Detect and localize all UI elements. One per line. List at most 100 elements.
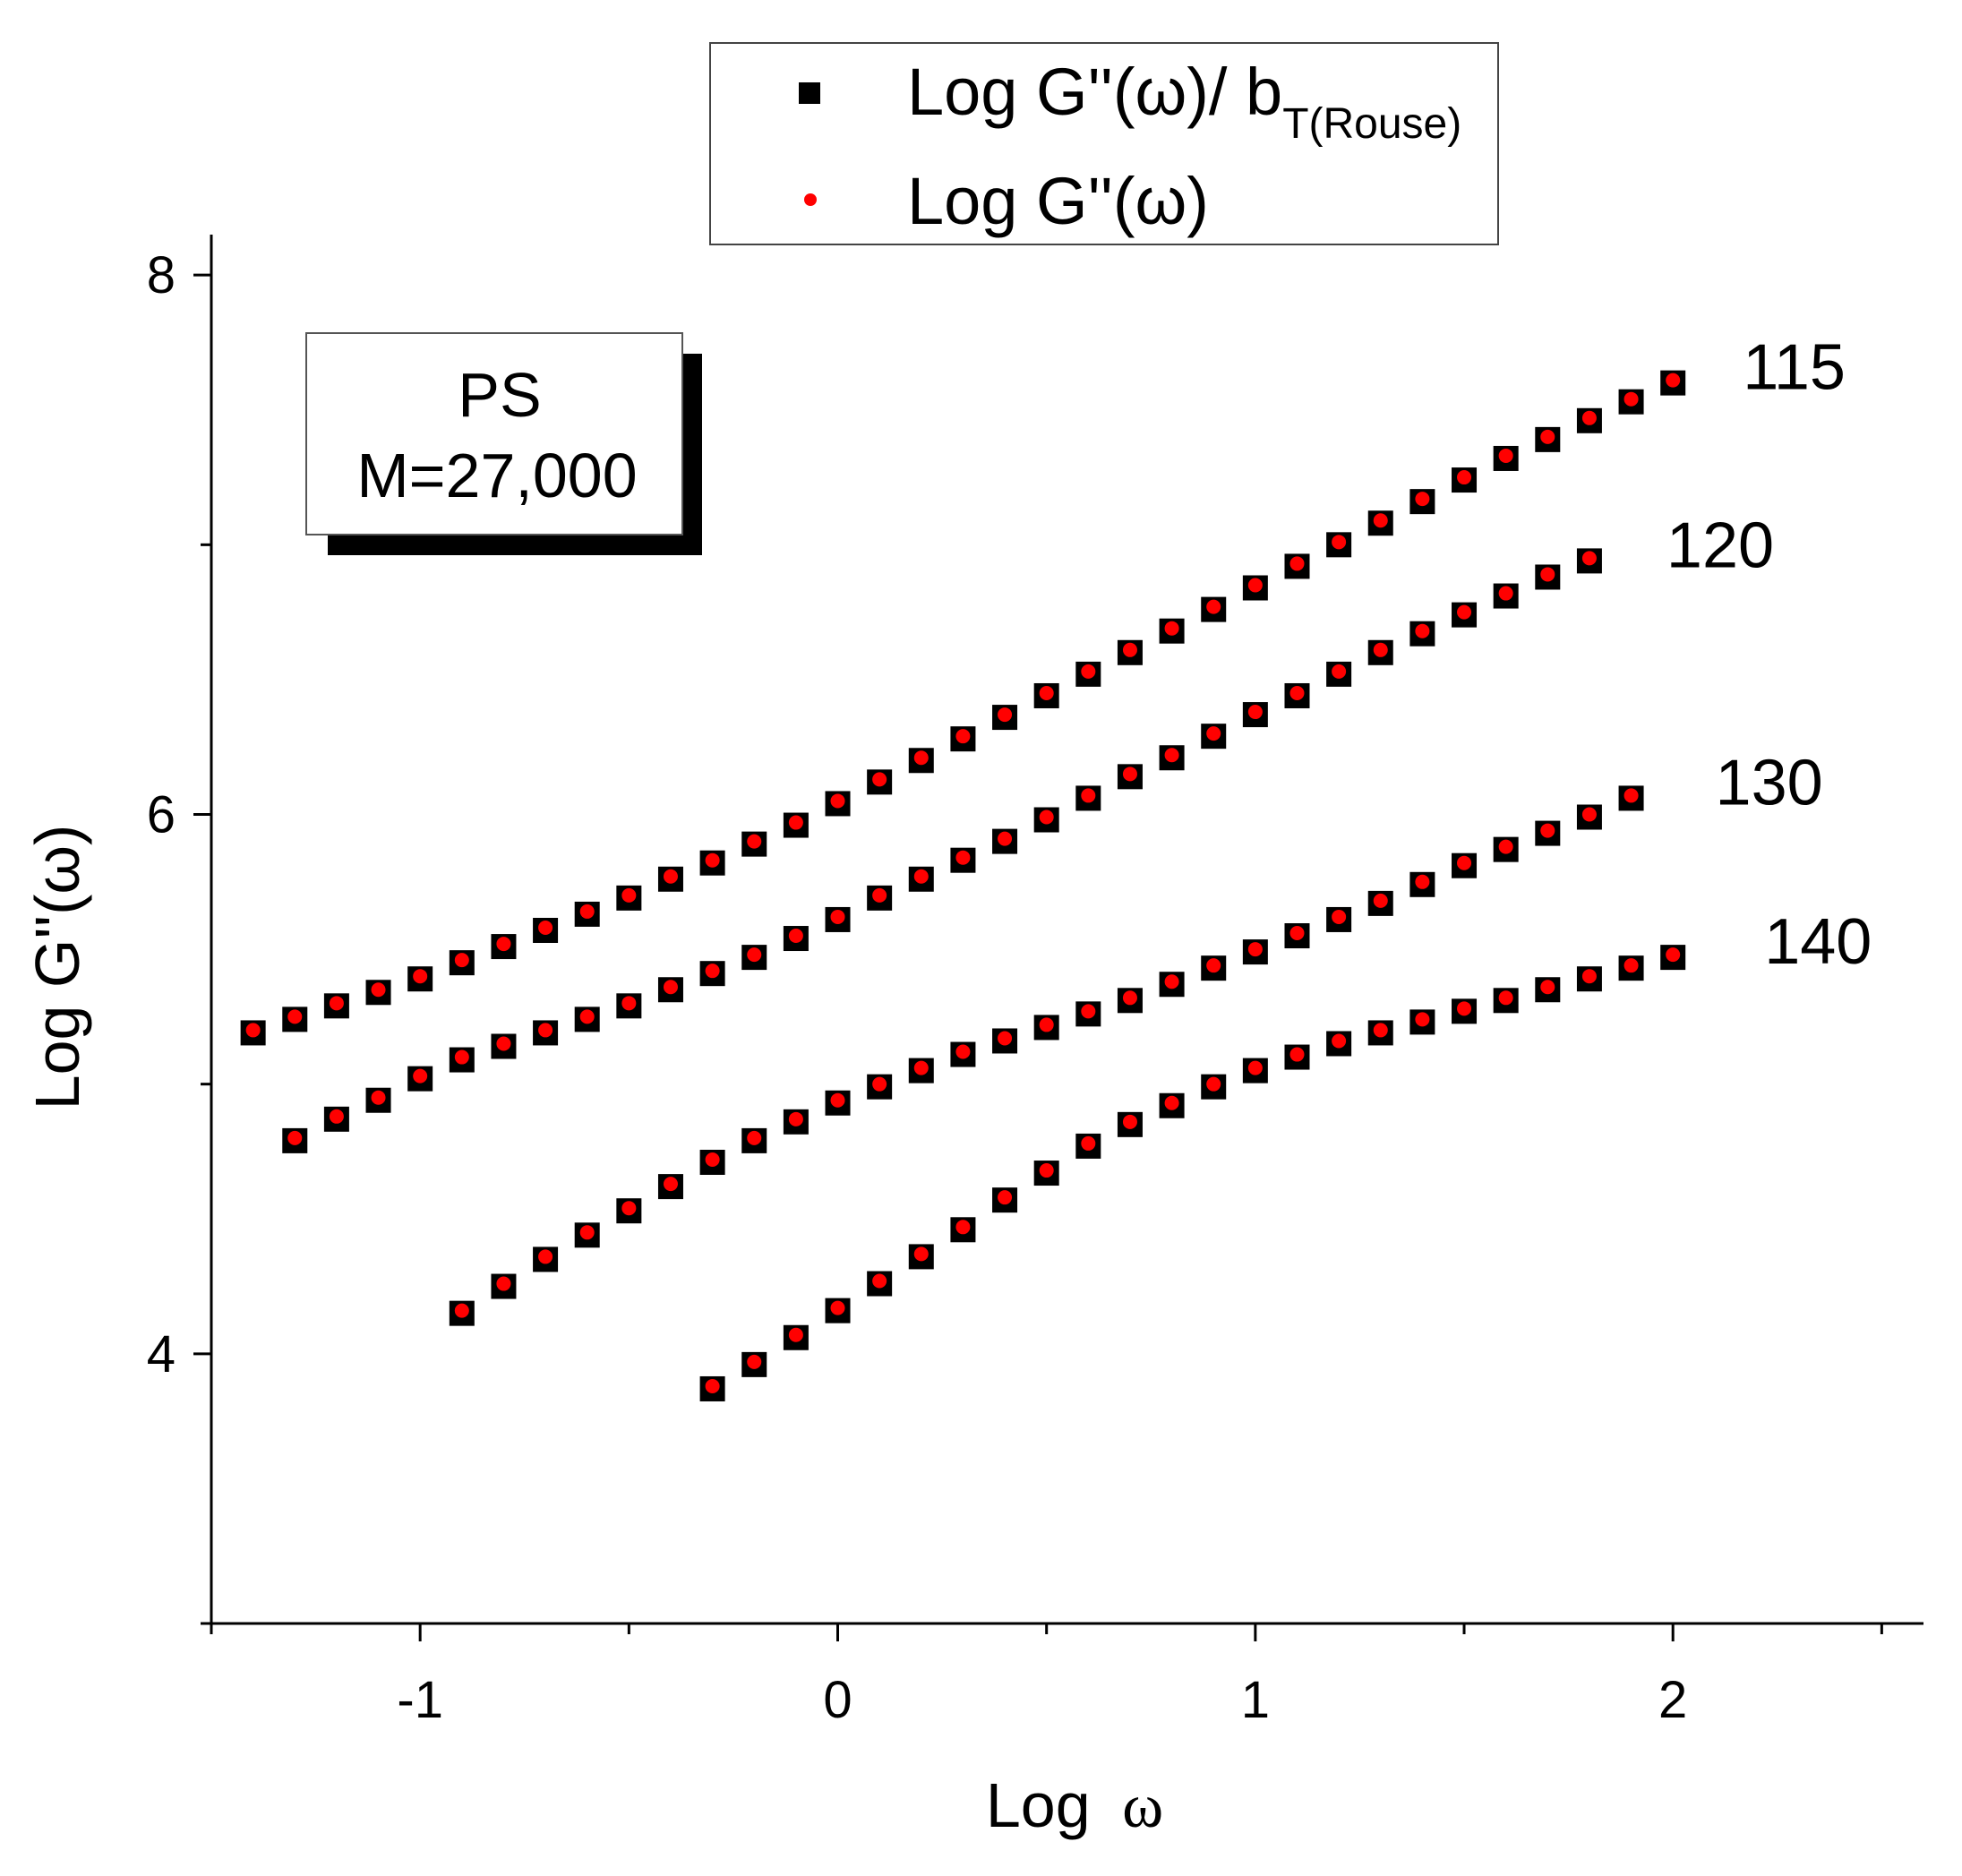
marker-dot: [1247, 1060, 1263, 1075]
marker-dot: [872, 1076, 887, 1092]
x-tick-label: 0: [823, 1671, 852, 1729]
marker-dot: [287, 1130, 303, 1145]
marker-dot: [371, 982, 386, 998]
marker-dot: [705, 1152, 720, 1167]
y-tick-label: 4: [147, 1325, 176, 1383]
marker-dot: [1289, 685, 1305, 700]
legend-marker-dot: [804, 193, 817, 206]
marker-dot: [1122, 642, 1137, 657]
marker-dot: [1122, 990, 1137, 1006]
series-labels: 115 120 130 140: [1666, 332, 1872, 978]
marker-dot: [747, 1354, 762, 1369]
marker-dot: [1373, 1023, 1388, 1038]
series-140: [699, 945, 1686, 1401]
marker-dot: [329, 1109, 344, 1124]
marker-dot: [1289, 1047, 1305, 1062]
marker-dot: [1373, 513, 1388, 528]
marker-dot: [1164, 974, 1179, 989]
marker-dot: [998, 1190, 1013, 1205]
marker-dot: [538, 1023, 553, 1038]
marker-dot: [1457, 604, 1472, 620]
marker-dot: [663, 980, 678, 995]
marker-dot: [1164, 748, 1179, 763]
marker-dot: [1666, 947, 1681, 963]
marker-dot: [705, 852, 720, 868]
marker-dot: [1581, 969, 1597, 984]
marker-dot: [1081, 1135, 1096, 1151]
x-tick-label: 2: [1658, 1671, 1687, 1729]
y-axis-label: Log G''(ω): [22, 825, 92, 1110]
marker-dot: [830, 1092, 845, 1108]
marker-dot: [371, 1090, 386, 1105]
marker-dot: [1415, 623, 1430, 638]
marker-dot: [1624, 391, 1639, 407]
marker-dot: [913, 1246, 929, 1262]
marker-dot: [1039, 1017, 1054, 1032]
marker-dot: [913, 750, 929, 766]
data-points: [240, 370, 1686, 1401]
marker-dot: [955, 1220, 971, 1235]
marker-dot: [913, 1060, 929, 1075]
marker-dot: [496, 1276, 511, 1291]
legend-entry-1: Log G''(ω)/ bT(Rouse): [907, 55, 1461, 148]
marker-dot: [413, 1068, 428, 1084]
marker-dot: [1581, 410, 1597, 425]
marker-dot: [1373, 642, 1388, 657]
marker-dot: [955, 729, 971, 744]
marker-dot: [788, 815, 803, 830]
marker-dot: [1498, 586, 1513, 601]
marker-dot: [1081, 788, 1096, 803]
legend: Log G''(ω)/ bT(Rouse) Log G''(ω): [709, 42, 1499, 245]
marker-dot: [1373, 893, 1388, 908]
marker-dot: [1039, 1163, 1054, 1178]
marker-dot: [1332, 909, 1347, 924]
marker-dot: [830, 793, 845, 809]
marker-dot: [872, 772, 887, 787]
marker-dot: [621, 887, 637, 903]
marker-dot: [1457, 1001, 1472, 1016]
marker-dot: [1498, 839, 1513, 854]
marker-dot: [329, 996, 344, 1011]
marker-dot: [621, 996, 637, 1011]
marker-dot: [1540, 429, 1555, 444]
marker-dot: [788, 1111, 803, 1126]
legend-entry-1-text: Log G''(ω)/ b: [907, 55, 1282, 129]
marker-dot: [454, 1049, 469, 1065]
marker-dot: [663, 869, 678, 884]
x-tick-label: -1: [397, 1671, 443, 1729]
marker-dot: [1581, 807, 1597, 822]
marker-dot: [1122, 1114, 1137, 1129]
series-130: [449, 785, 1644, 1326]
annotation-line1: PS: [458, 360, 541, 430]
marker-dot: [1247, 942, 1263, 957]
marker-dot: [1206, 726, 1221, 741]
marker-dot: [705, 1378, 720, 1393]
legend-frame: [709, 42, 1499, 245]
marker-dot: [1540, 567, 1555, 582]
marker-dot: [1498, 990, 1513, 1006]
marker-dot: [872, 887, 887, 903]
series-label-140: 140: [1764, 906, 1872, 978]
marker-dot: [998, 1031, 1013, 1046]
marker-dot: [747, 1130, 762, 1145]
marker-dot: [1289, 926, 1305, 941]
marker-dot: [1415, 1012, 1430, 1027]
marker-dot: [1081, 1004, 1096, 1019]
x-tick-label: 1: [1241, 1671, 1270, 1729]
marker-dot: [1164, 621, 1179, 636]
x-axis-label: Log ω: [986, 1770, 1163, 1841]
x-axis-label-symbol: ω: [1122, 1772, 1163, 1841]
marker-dot: [1624, 788, 1639, 803]
marker-dot: [454, 953, 469, 968]
marker-dot: [454, 1303, 469, 1318]
marker-dot: [1540, 823, 1555, 838]
marker-dot: [496, 937, 511, 952]
marker-dot: [747, 947, 762, 963]
marker-dot: [1581, 551, 1597, 566]
annotation-frame: [305, 332, 683, 535]
marker-dot: [1332, 535, 1347, 550]
marker-dot: [413, 969, 428, 984]
marker-dot: [705, 964, 720, 979]
marker-dot: [747, 834, 762, 849]
marker-dot: [1122, 767, 1137, 782]
